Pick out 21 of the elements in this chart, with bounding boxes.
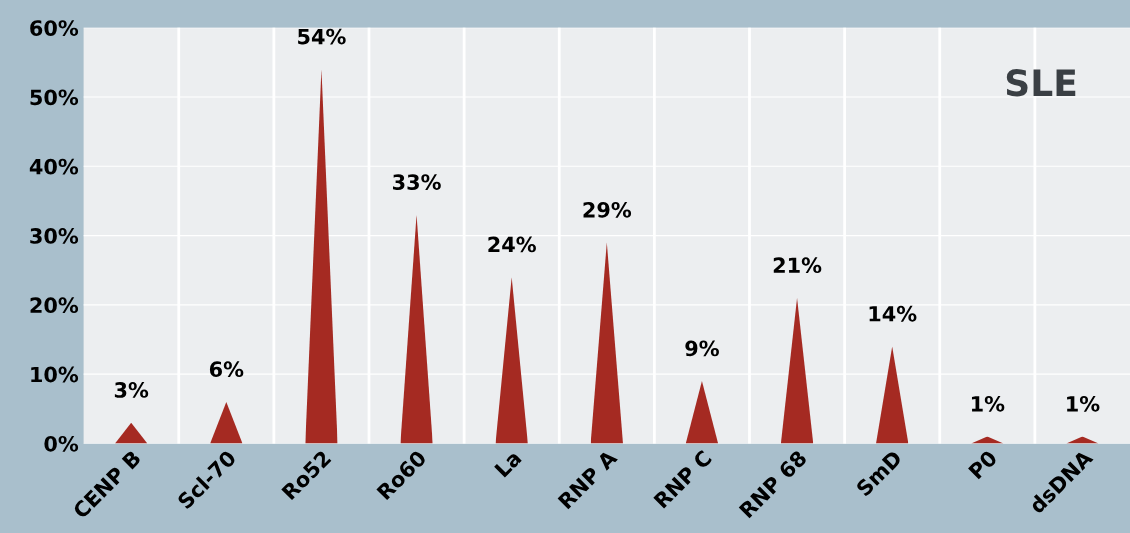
x-tick-label: P0 bbox=[967, 449, 999, 480]
data-label: 1% bbox=[1067, 395, 1100, 412]
y-tick-label: 40% bbox=[29, 158, 79, 175]
data-label: 54% bbox=[298, 28, 346, 45]
y-tick-label: 50% bbox=[30, 89, 79, 106]
y-tick-label: 0% bbox=[44, 435, 79, 452]
data-label: 29% bbox=[583, 201, 632, 218]
y-tick-label: 60% bbox=[30, 20, 79, 36]
annotation: SLE bbox=[1006, 69, 1076, 97]
data-label: 33% bbox=[393, 174, 441, 190]
y-tick-label: 10% bbox=[31, 366, 79, 383]
data-label: 3% bbox=[114, 382, 149, 398]
data-label: 21% bbox=[773, 257, 822, 274]
data-label: 14% bbox=[869, 305, 917, 322]
y-tick-label: 30% bbox=[30, 228, 79, 244]
data-label: 6% bbox=[209, 361, 244, 378]
x-tick-label: La bbox=[494, 449, 522, 478]
data-label: 1% bbox=[971, 395, 1005, 412]
y-tick-label: 20% bbox=[30, 297, 79, 314]
data-label: 9% bbox=[685, 340, 719, 357]
data-label: 24% bbox=[488, 236, 536, 253]
